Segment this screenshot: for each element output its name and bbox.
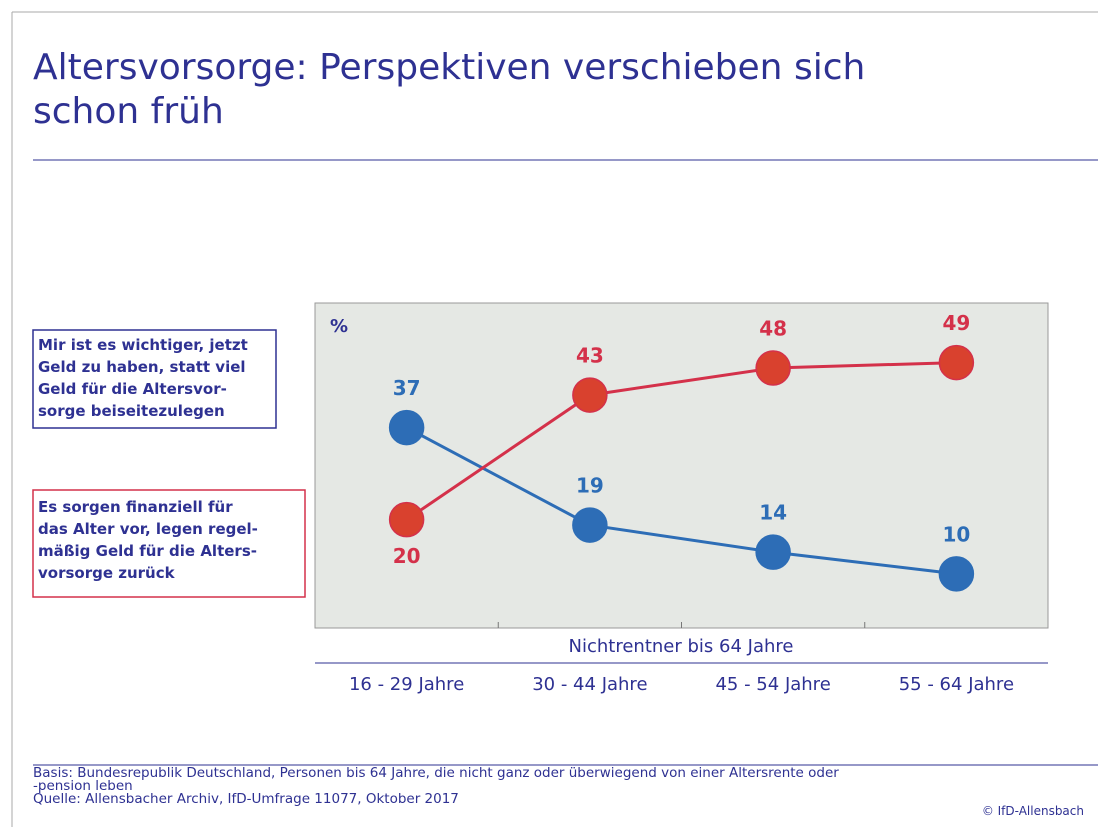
x-tick-label: 55 - 64 Jahre <box>899 674 1014 695</box>
data-label: 20 <box>393 544 421 568</box>
marker <box>572 377 608 413</box>
data-label: 19 <box>576 474 604 498</box>
marker <box>388 409 425 446</box>
legend-box <box>32 489 306 598</box>
marker <box>938 556 975 592</box>
data-label: 10 <box>942 522 970 546</box>
data-label: 48 <box>759 317 787 341</box>
data-label: 37 <box>393 376 421 400</box>
marker <box>755 534 791 570</box>
marker <box>572 507 608 543</box>
marker <box>388 501 425 538</box>
chart-title: Altersvorsorge: Perspektiven verschieben… <box>33 47 866 132</box>
legend-entry: Mir ist es wichtiger, jetzt Geld zu habe… <box>38 336 248 420</box>
x-tick-label: 16 - 29 Jahre <box>349 674 464 695</box>
marker <box>755 350 791 386</box>
y-axis-label: % <box>330 316 348 337</box>
line <box>405 426 957 576</box>
line <box>405 361 957 521</box>
copyright: © IfD-Allensbach <box>981 804 1084 818</box>
x-axis-label: Nichtrentner bis 64 Jahre <box>569 636 794 657</box>
legend-entry: Es sorgen finanziell für das Alter vor, … <box>38 498 258 582</box>
legend-box <box>32 329 277 429</box>
marker <box>938 344 975 381</box>
data-label: 49 <box>942 311 970 335</box>
data-label: 43 <box>576 344 604 368</box>
footnote: Basis: Bundesrepublik Deutschland, Perso… <box>33 765 839 807</box>
x-tick-label: 45 - 54 Jahre <box>715 674 830 695</box>
data-label: 14 <box>759 501 787 525</box>
x-tick-label: 30 - 44 Jahre <box>532 674 647 695</box>
plot-area <box>314 302 1049 629</box>
